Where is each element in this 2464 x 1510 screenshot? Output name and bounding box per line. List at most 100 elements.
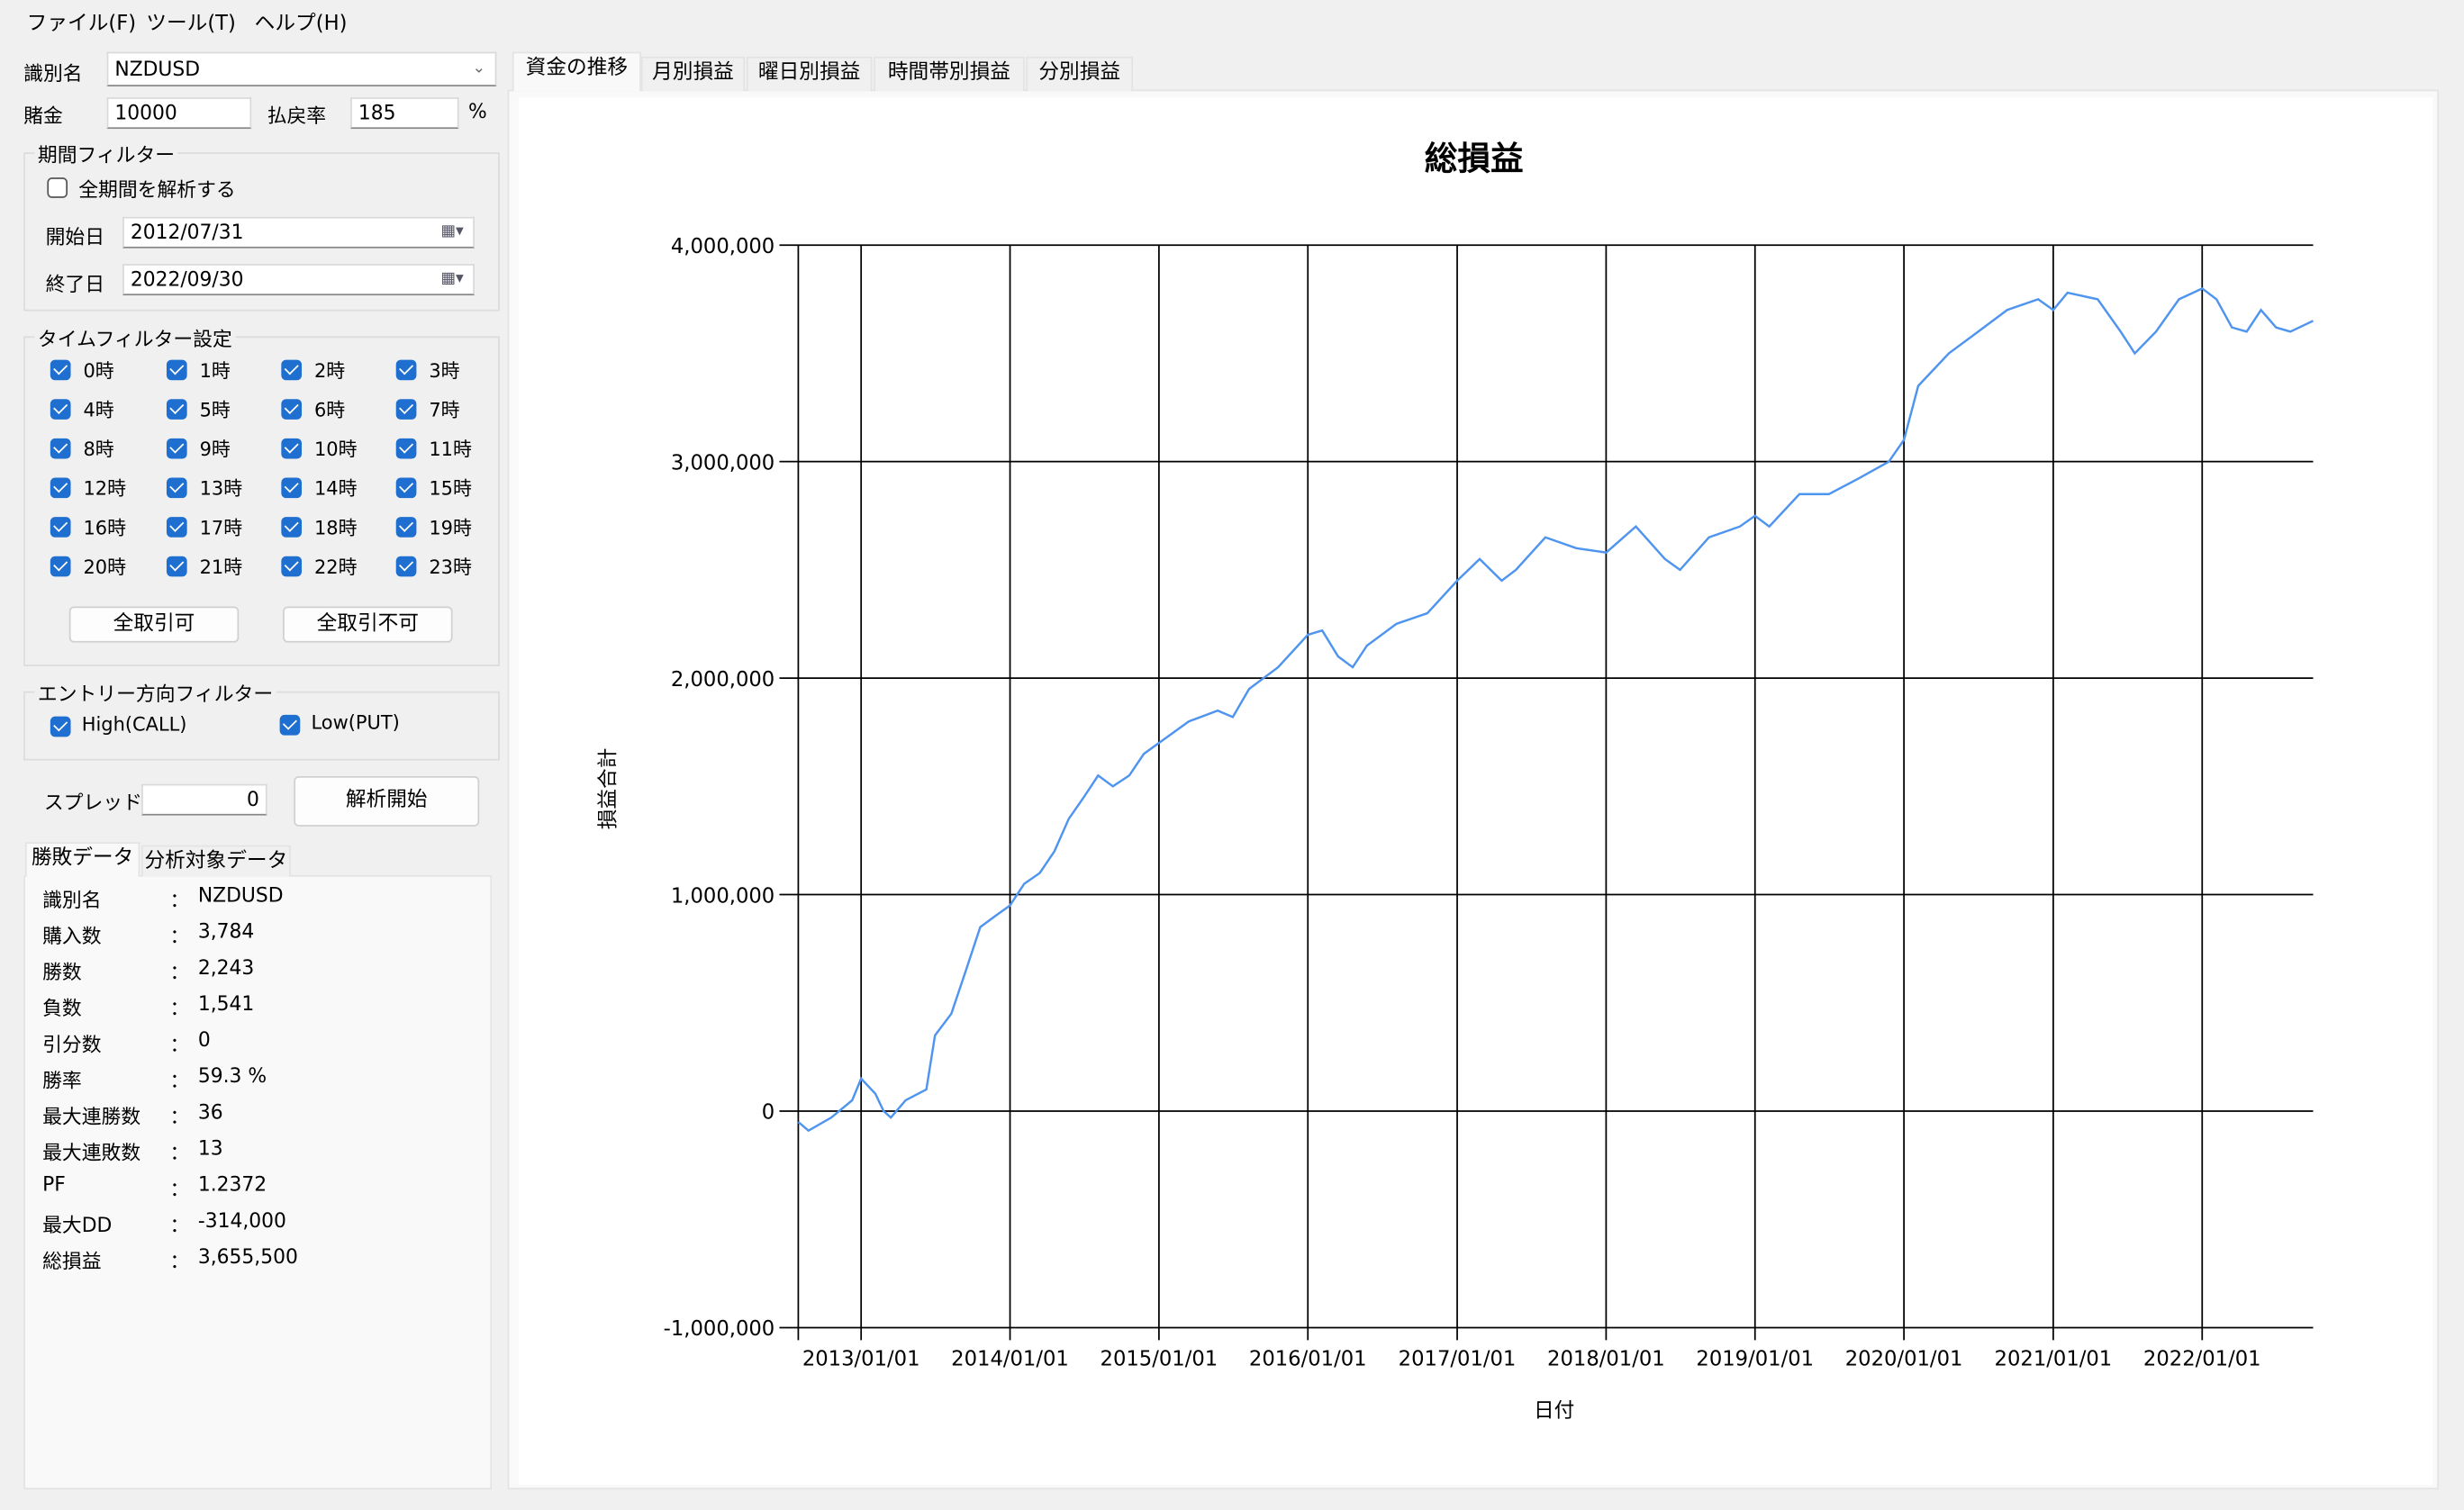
x-tick-label: 2018/01/01	[1547, 1347, 1665, 1370]
hour-21-checkbox[interactable]	[166, 556, 187, 577]
hour-label: 6時	[313, 399, 346, 421]
chart-tab-2[interactable]: 曜日別損益	[746, 56, 873, 92]
hour-20-checkbox[interactable]	[50, 556, 71, 577]
payout-input[interactable]: 185	[350, 97, 459, 130]
menu-file[interactable]: ファイル(F)	[26, 12, 137, 37]
high-call-checkbox[interactable]	[50, 716, 71, 737]
x-tick-label: 2016/01/01	[1249, 1347, 1367, 1370]
chart-tab-0[interactable]: 資金の推移	[512, 51, 641, 92]
calendar-dropdown-icon[interactable]: ▦▾	[440, 270, 464, 288]
stat-colon: ：	[169, 1176, 190, 1201]
hour-9-checkbox[interactable]	[166, 438, 187, 459]
symbol-label: 識別名	[23, 61, 83, 86]
x-tick-label: 2017/01/01	[1399, 1347, 1517, 1370]
hour-22-checkbox[interactable]	[281, 556, 303, 577]
hour-1-checkbox[interactable]	[166, 359, 187, 381]
menu-help[interactable]: ヘルプ(H)	[254, 12, 348, 37]
chart-title: 総損益	[1425, 139, 1524, 177]
hour-label: 15時	[429, 477, 472, 500]
tab-analysis-data[interactable]: 分析対象データ	[141, 845, 291, 877]
hour-label: 12時	[83, 477, 127, 500]
stat-label: PF	[42, 1171, 66, 1196]
stat-value: NZDUSD	[197, 882, 284, 907]
enable-all-button[interactable]: 全取引可	[68, 606, 240, 643]
all-period-checkbox[interactable]	[47, 177, 68, 198]
hour-14-checkbox[interactable]	[281, 477, 303, 499]
disable-all-button[interactable]: 全取引不可	[283, 606, 453, 643]
stat-colon: ：	[169, 1249, 190, 1273]
start-date-label: 開始日	[45, 224, 105, 249]
symbol-select[interactable]: NZDUSD ⌄	[106, 51, 497, 86]
hour-label: 23時	[429, 556, 472, 579]
hour-15-checkbox[interactable]	[395, 477, 417, 499]
chart-tab-1[interactable]: 月別損益	[640, 56, 746, 92]
stat-colon: ：	[169, 887, 190, 912]
hour-label: 8時	[83, 438, 114, 461]
stat-value: 3,655,500	[197, 1243, 298, 1269]
hour-19-checkbox[interactable]	[395, 517, 417, 538]
hour-3-checkbox[interactable]	[395, 359, 417, 381]
hour-11-checkbox[interactable]	[395, 438, 417, 459]
hour-7-checkbox[interactable]	[395, 399, 417, 420]
menu-tools[interactable]: ツール(T)	[146, 12, 236, 37]
hour-0-checkbox[interactable]	[50, 359, 71, 381]
hour-label: 14時	[313, 477, 358, 500]
end-date-value: 2022/09/30	[130, 267, 244, 291]
hour-16-checkbox[interactable]	[50, 517, 71, 538]
chart-tab-3[interactable]: 時間帯別損益	[874, 56, 1025, 92]
stat-colon: ：	[169, 1032, 190, 1056]
stat-value: 1.2372	[197, 1171, 267, 1196]
symbol-value: NZDUSD	[114, 56, 201, 80]
hour-2-checkbox[interactable]	[281, 359, 303, 381]
end-date-picker[interactable]: 2022/09/30 ▦▾	[122, 264, 475, 296]
stat-label: 勝数	[42, 960, 82, 984]
time-filter-group	[23, 336, 500, 666]
hour-6-checkbox[interactable]	[281, 399, 303, 420]
hour-label: 21時	[199, 556, 243, 579]
stat-value: 0	[197, 1027, 211, 1052]
y-tick-label: 2,000,000	[671, 668, 775, 692]
hour-label: 11時	[429, 438, 472, 461]
high-call-label: High(CALL)	[81, 713, 187, 736]
bet-input[interactable]: 10000	[106, 97, 252, 130]
spread-label: スプレッド	[43, 790, 142, 814]
low-put-checkbox[interactable]	[279, 714, 301, 736]
chevron-down-icon: ⌄	[472, 59, 486, 77]
stat-value: 13	[197, 1135, 223, 1160]
hour-5-checkbox[interactable]	[166, 399, 187, 420]
hour-17-checkbox[interactable]	[166, 517, 187, 538]
hour-label: 17時	[199, 517, 243, 539]
tab-win-loss-data[interactable]: 勝敗データ	[24, 842, 140, 877]
y-axis-label: 損益合計	[596, 748, 620, 830]
hour-label: 20時	[83, 556, 127, 579]
stat-label: 購入数	[42, 924, 102, 948]
hour-23-checkbox[interactable]	[395, 556, 417, 577]
stat-colon: ：	[169, 924, 190, 948]
entry-filter-title: エントリー方向フィルター	[34, 677, 276, 708]
equity-chart: 総損益 -1,000,000 0 1,000,000 2,000,000 3,000,00…	[596, 139, 2315, 1423]
calendar-dropdown-icon[interactable]: ▦▾	[440, 222, 464, 240]
end-date-label: 終了日	[45, 271, 105, 296]
stat-colon: ：	[169, 1068, 190, 1092]
period-filter-title: 期間フィルター	[34, 138, 178, 168]
hour-4-checkbox[interactable]	[50, 399, 71, 420]
hour-13-checkbox[interactable]	[166, 477, 187, 499]
stat-label: 最大連敗数	[42, 1140, 141, 1164]
x-tick-label: 2014/01/01	[951, 1347, 1069, 1370]
x-axis-label: 日付	[1534, 1399, 1574, 1423]
x-tick-label: 2015/01/01	[1101, 1347, 1218, 1370]
spread-input[interactable]: 0	[141, 783, 267, 816]
payout-label: 払戻率	[267, 104, 327, 128]
start-date-picker[interactable]: 2012/07/31 ▦▾	[122, 216, 475, 249]
hour-10-checkbox[interactable]	[281, 438, 303, 459]
hour-12-checkbox[interactable]	[50, 477, 71, 499]
chart-tab-4[interactable]: 分別損益	[1026, 56, 1134, 92]
stats-panel	[23, 874, 493, 1490]
hour-18-checkbox[interactable]	[281, 517, 303, 538]
period-filter-group	[23, 152, 500, 312]
hour-label: 9時	[199, 438, 231, 461]
hour-label: 1時	[199, 359, 231, 383]
y-tick-label: 1,000,000	[671, 884, 775, 908]
hour-8-checkbox[interactable]	[50, 438, 71, 459]
run-analysis-button[interactable]: 解析開始	[294, 775, 480, 827]
